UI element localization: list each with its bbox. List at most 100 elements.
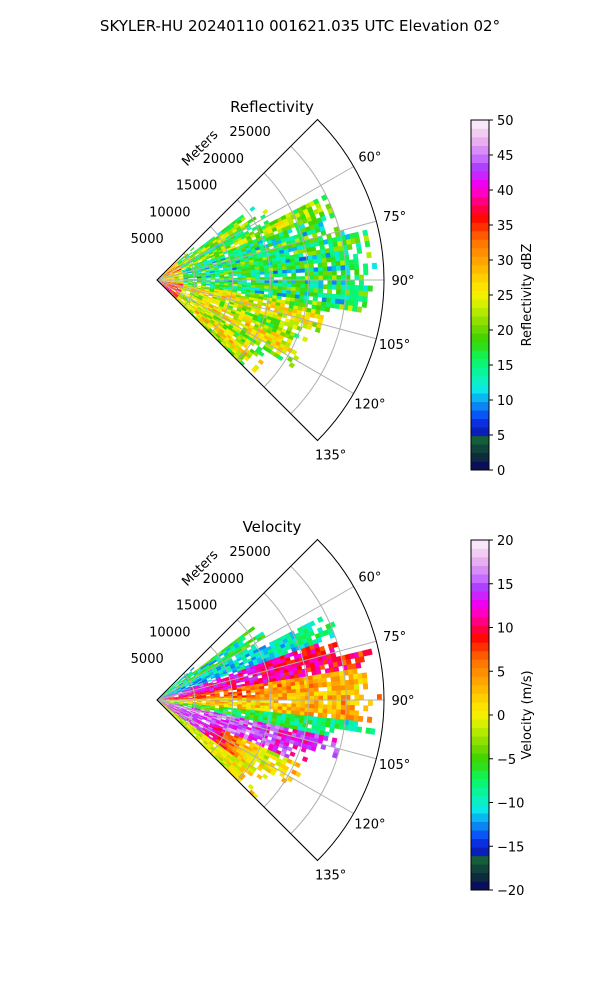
echo-cell [365,727,372,735]
echo-cell [268,754,275,760]
echo-cell [189,729,194,735]
colorbar-segment [471,230,489,240]
echo-cell [260,224,267,231]
echo-cell [322,266,328,272]
echo-cell [207,681,214,685]
echo-cell [257,298,264,303]
echo-cell [190,255,196,260]
echo-cell [232,701,238,705]
echo-cell [210,720,216,725]
echo-cell [249,292,256,296]
echo-cell [247,746,254,752]
echo-cell [218,250,224,255]
echo-cell [210,272,216,275]
echo-cell [255,750,262,756]
echo-cell [308,711,314,717]
echo-cell [331,275,337,281]
echo-cell [168,705,173,709]
echo-cell [218,672,225,677]
echo-cell [185,266,191,269]
echo-cell [247,735,254,740]
echo-cell [274,725,281,730]
echo-cell [164,283,170,286]
echo-cell [274,250,281,256]
echo-cell [195,711,201,714]
echo-cell [335,655,342,663]
echo-cell [266,329,273,335]
echo-cell [185,711,191,715]
echo-cell [194,685,200,688]
echo-cell [362,229,369,237]
echo-cell [182,678,187,683]
echo-cell [290,265,296,270]
echo-cell [258,263,265,267]
echo-cell [232,269,238,273]
echo-cell [331,695,337,701]
echo-cell [181,688,187,692]
echo-cell [207,315,213,320]
echo-cell [187,277,193,279]
echo-cell [250,338,257,344]
echo-cell [276,292,283,297]
echo-cell [212,306,218,311]
echo-cell [255,702,261,706]
echo-cell [202,726,208,731]
echo-cell [354,689,360,696]
echo-cell [299,264,305,269]
echo-cell [284,236,291,243]
echo-cell [206,309,212,313]
echo-cell [186,305,192,311]
echo-cell [300,268,306,273]
echo-cell [237,228,243,234]
echo-cell [175,265,180,269]
echo-cell [301,336,309,343]
echo-cell [272,684,278,689]
echo-cell [263,262,269,267]
echo-cell [229,255,235,259]
echo-cell [213,240,219,246]
echo-cell [313,700,319,705]
echo-cell [187,694,193,697]
echo-cell [253,241,259,246]
echo-cell [213,305,219,310]
echo-cell [187,286,193,289]
echo-cell [286,746,293,752]
echo-cell [183,284,189,286]
echo-cell [203,295,209,299]
echo-cell [272,755,279,762]
echo-cell [160,274,165,278]
echo-cell [160,282,165,286]
echo-cell [327,704,333,710]
echo-cell [181,710,187,713]
echo-cell [336,704,342,710]
echo-cell [214,311,221,317]
echo-cell [292,666,298,672]
echo-cell [193,682,199,686]
echo-cell [256,748,263,754]
echo-cell [320,744,327,751]
echo-cell [205,282,211,285]
echo-cell [166,708,171,713]
echo-cell [291,696,297,701]
echo-cell [230,320,237,326]
echo-cell [258,229,264,235]
echo-cell [316,626,324,634]
echo-cell [218,336,224,342]
echo-cell [178,277,184,279]
echo-cell [197,669,203,674]
echo-cell [345,694,351,701]
echo-cell [286,692,292,697]
echo-cell [271,767,278,774]
echo-cell [188,303,194,308]
echo-cell [354,285,360,291]
echo-cell [335,235,342,243]
echo-cell [171,687,176,691]
echo-cell [185,307,190,312]
echo-cell [264,271,270,275]
echo-cell [300,700,306,705]
echo-cell [178,695,184,697]
echo-cell [202,321,208,327]
echo-cell [250,707,256,711]
echo-cell [340,284,346,291]
echo-cell [219,276,225,279]
